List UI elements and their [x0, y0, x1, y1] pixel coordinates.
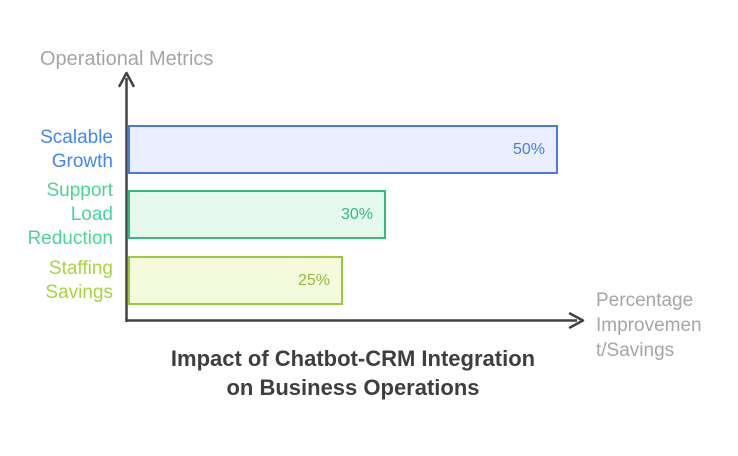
x-axis-title-line: Percentage — [596, 290, 694, 311]
category-label-staffing-savings: Staffing Savings — [45, 258, 113, 303]
bar-value-label: 30% — [340, 205, 373, 223]
y-axis-title: Operational Metrics — [40, 48, 214, 70]
bar-support-load-reduction: 30% — [128, 190, 386, 239]
category-label-support-load-reduction: Support Load Reduction — [27, 180, 113, 249]
x-axis-title-line: Improvemen — [596, 315, 702, 336]
x-axis — [126, 312, 585, 329]
category-label-scalable-growth: Scalable Growth — [40, 127, 113, 172]
y-axis-arrow-icon — [118, 71, 135, 88]
x-axis-title: Percentage Improvemen t/Savings — [596, 288, 726, 363]
bar-staffing-savings: 25% — [128, 256, 343, 305]
x-axis-title-line: t/Savings — [596, 340, 675, 361]
bar-value-label: 25% — [297, 271, 330, 289]
chart-title: Impact of Chatbot-CRM Integration on Bus… — [103, 344, 603, 402]
x-axis-arrow-icon — [568, 312, 585, 329]
bar-value-label: 50% — [512, 140, 545, 158]
bar-scalable-growth: 50% — [128, 125, 558, 174]
chart-title-line: Impact of Chatbot-CRM Integration — [170, 346, 536, 371]
chart-title-line: on Business Operations — [226, 375, 480, 400]
